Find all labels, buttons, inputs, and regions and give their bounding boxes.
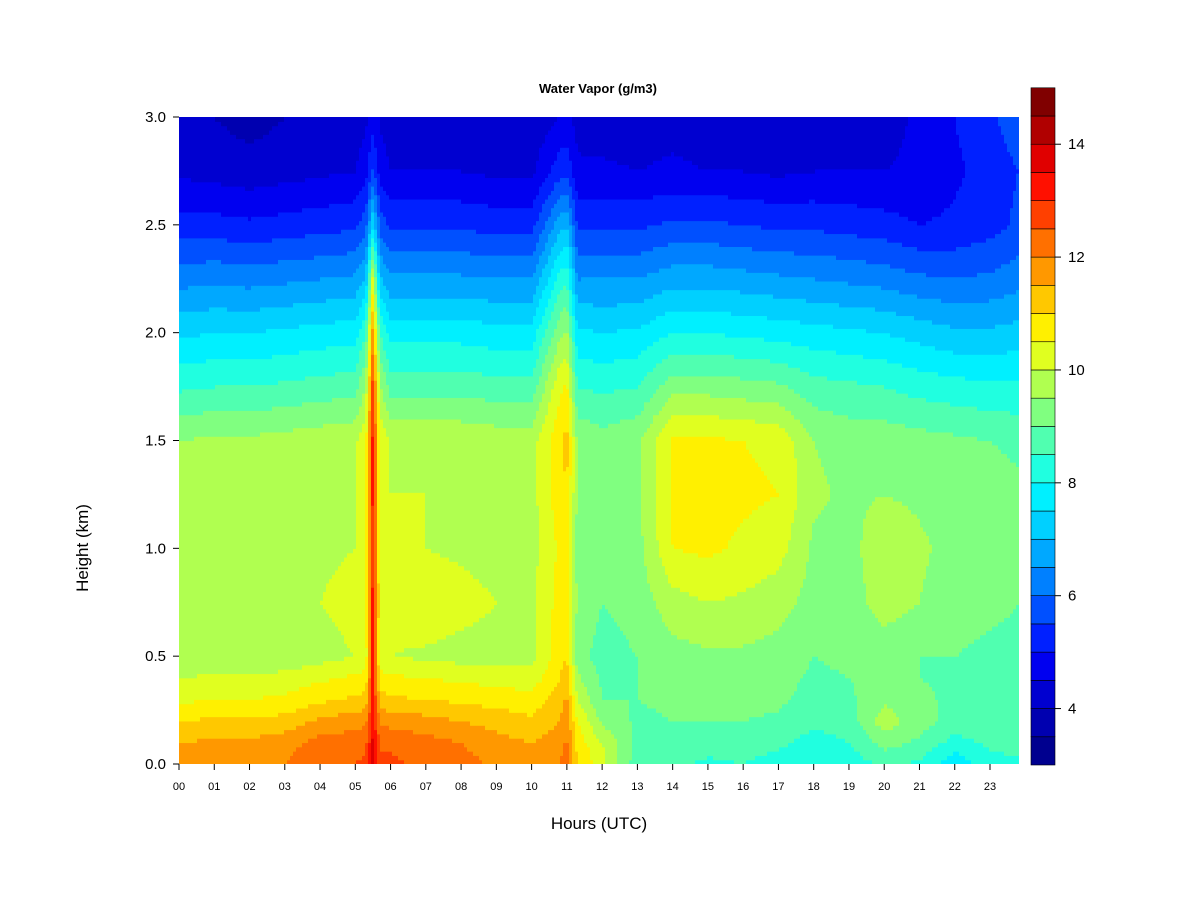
plot-area bbox=[179, 117, 1020, 765]
heatmap-cells bbox=[179, 117, 1020, 765]
chart-title: Water Vapor (g/m3) bbox=[539, 81, 657, 96]
